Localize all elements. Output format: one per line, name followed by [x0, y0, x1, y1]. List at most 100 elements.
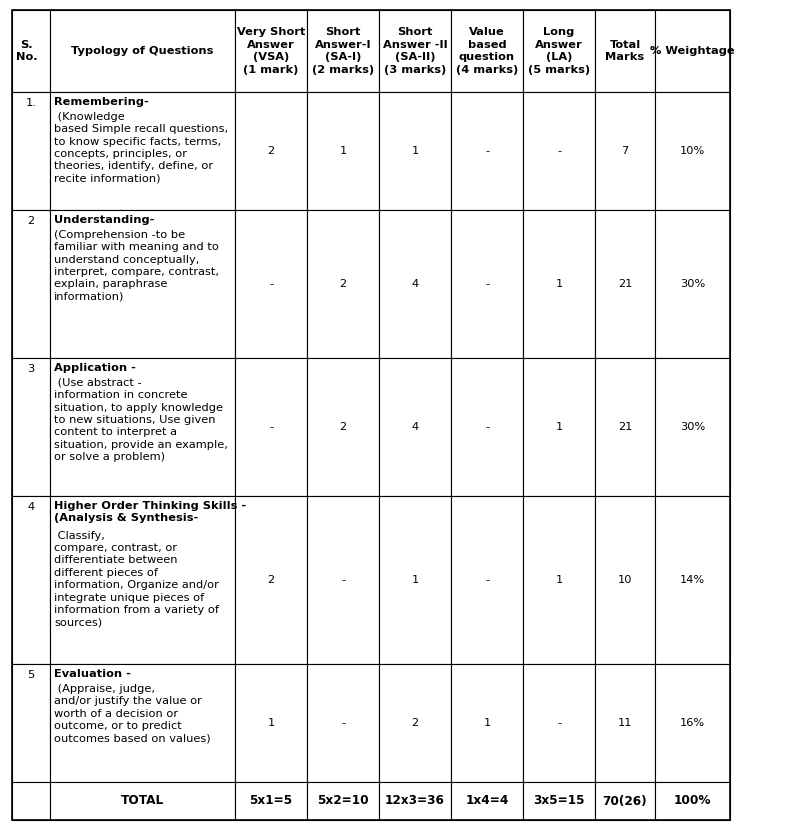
Text: 14%: 14%	[680, 575, 705, 585]
Bar	[523, 92, 595, 210]
Bar	[235, 92, 307, 210]
Bar	[595, 92, 655, 210]
Bar	[379, 664, 451, 782]
Text: 4: 4	[411, 422, 418, 432]
Bar	[595, 782, 655, 820]
Bar	[379, 210, 451, 358]
Text: S.
No.: S. No.	[16, 40, 38, 63]
Bar	[12, 10, 50, 92]
Text: 70(26): 70(26)	[602, 795, 647, 807]
Bar	[595, 664, 655, 782]
Text: 5: 5	[27, 670, 34, 680]
Bar	[12, 496, 50, 664]
Bar	[523, 10, 595, 92]
Bar	[595, 210, 655, 358]
Text: 4: 4	[411, 279, 418, 289]
Text: 2: 2	[267, 146, 274, 156]
Text: 2: 2	[267, 575, 274, 585]
Text: % Weightage: % Weightage	[650, 46, 735, 56]
Text: 1x4=4: 1x4=4	[466, 795, 509, 807]
Bar	[451, 664, 523, 782]
Text: 1: 1	[339, 146, 346, 156]
Bar	[235, 496, 307, 664]
Bar	[307, 782, 379, 820]
Bar	[50, 496, 235, 664]
Bar	[307, 664, 379, 782]
Bar	[235, 210, 307, 358]
Bar	[451, 210, 523, 358]
Text: Value
based
question
(4 marks): Value based question (4 marks)	[456, 28, 518, 74]
Text: 2: 2	[411, 718, 418, 728]
Text: (Use abstract -
information in concrete
situation, to apply knowledge
to new sit: (Use abstract - information in concrete …	[54, 378, 228, 462]
Text: Evaluation -: Evaluation -	[54, 669, 131, 679]
Bar	[307, 10, 379, 92]
Bar	[50, 782, 235, 820]
Text: 1: 1	[411, 575, 418, 585]
Text: -: -	[485, 146, 489, 156]
Text: 1: 1	[483, 718, 490, 728]
Bar	[50, 358, 235, 496]
Text: 30%: 30%	[680, 279, 705, 289]
Text: Total
Marks: Total Marks	[606, 40, 645, 63]
Bar	[12, 664, 50, 782]
Text: Short
Answer -II
(SA-II)
(3 marks): Short Answer -II (SA-II) (3 marks)	[382, 28, 447, 74]
Bar	[451, 92, 523, 210]
Bar	[235, 10, 307, 92]
Bar	[655, 664, 730, 782]
Bar	[50, 10, 235, 92]
Text: TOTAL: TOTAL	[121, 795, 164, 807]
Bar	[451, 496, 523, 664]
Bar	[451, 358, 523, 496]
Text: (Appraise, judge,
and/or justify the value or
worth of a decision or
outcome, or: (Appraise, judge, and/or justify the val…	[54, 684, 210, 743]
Bar	[50, 664, 235, 782]
Bar	[595, 496, 655, 664]
Text: -: -	[557, 718, 561, 728]
Bar	[655, 10, 730, 92]
Text: 5x2=10: 5x2=10	[317, 795, 369, 807]
Bar	[235, 782, 307, 820]
Bar	[655, 782, 730, 820]
Text: Application -: Application -	[54, 363, 136, 373]
Text: 3x5=15: 3x5=15	[534, 795, 585, 807]
Text: Long
Answer
(LA)
(5 marks): Long Answer (LA) (5 marks)	[528, 28, 590, 74]
Bar	[379, 358, 451, 496]
Text: Very Short
Answer
(VSA)
(1 mark): Very Short Answer (VSA) (1 mark)	[237, 28, 305, 74]
Bar	[12, 782, 50, 820]
Text: 11: 11	[618, 718, 632, 728]
Text: 7: 7	[622, 146, 629, 156]
Bar	[12, 92, 50, 210]
Bar	[235, 358, 307, 496]
Text: 12x3=36: 12x3=36	[385, 795, 445, 807]
Text: 1: 1	[555, 575, 562, 585]
Bar	[379, 10, 451, 92]
Text: 10%: 10%	[680, 146, 705, 156]
Bar	[50, 210, 235, 358]
Bar	[523, 358, 595, 496]
Bar	[655, 358, 730, 496]
Bar	[307, 92, 379, 210]
Bar	[12, 210, 50, 358]
Bar	[12, 10, 730, 820]
Text: 2: 2	[339, 422, 346, 432]
Text: 1: 1	[555, 422, 562, 432]
Bar	[307, 210, 379, 358]
Bar	[523, 782, 595, 820]
Bar	[307, 496, 379, 664]
Text: Typology of Questions: Typology of Questions	[71, 46, 214, 56]
Bar	[595, 358, 655, 496]
Bar	[12, 358, 50, 496]
Text: -: -	[485, 575, 489, 585]
Text: 100%: 100%	[674, 795, 711, 807]
Bar	[595, 10, 655, 92]
Text: -: -	[557, 146, 561, 156]
Text: (Knowledge
based Simple recall questions,
to know specific facts, terms,
concept: (Knowledge based Simple recall questions…	[54, 112, 228, 183]
Text: -: -	[269, 279, 273, 289]
Text: 1: 1	[267, 718, 274, 728]
Text: 30%: 30%	[680, 422, 705, 432]
Text: -: -	[341, 718, 345, 728]
Text: 2: 2	[27, 216, 34, 226]
Text: 1.: 1.	[26, 98, 37, 108]
Text: Higher Order Thinking Skills -
(Analysis & Synthesis-: Higher Order Thinking Skills - (Analysis…	[54, 501, 246, 524]
Bar	[379, 496, 451, 664]
Text: Understanding-: Understanding-	[54, 215, 154, 225]
